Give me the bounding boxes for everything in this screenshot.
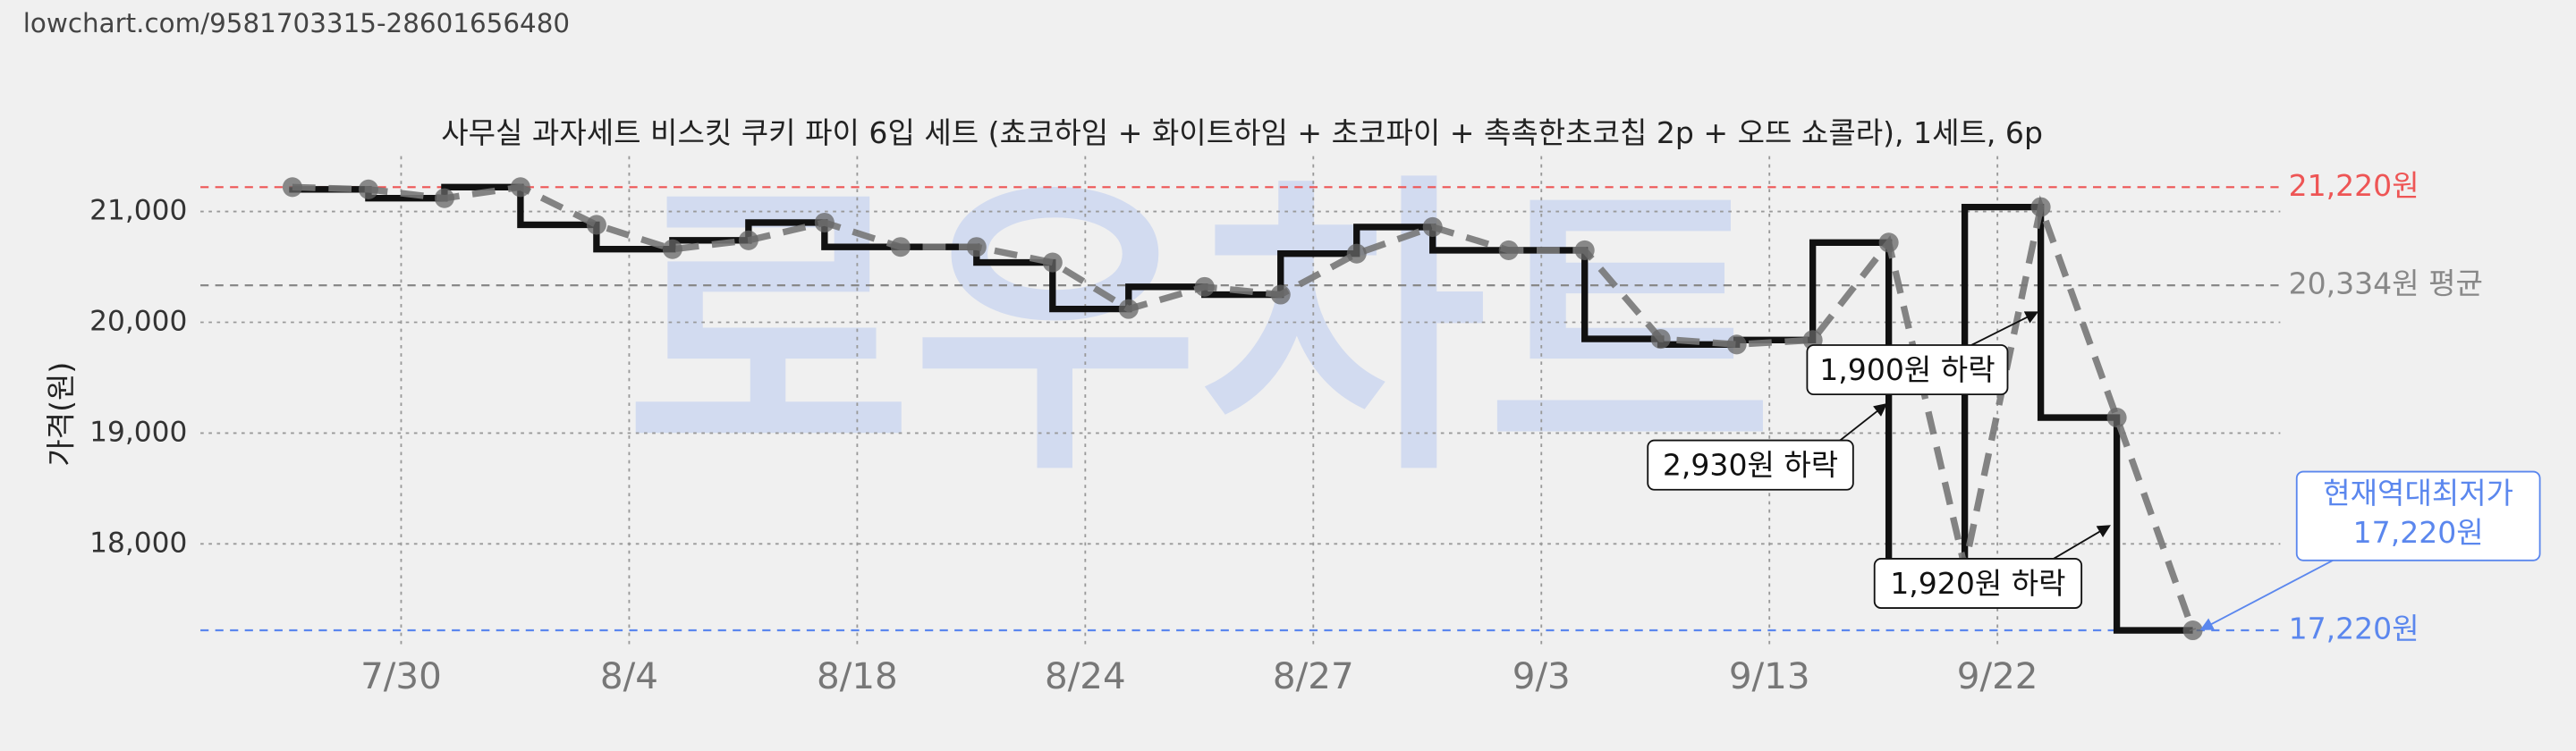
data-point	[2106, 408, 2127, 428]
annotation-text: 1,900원 하락	[1819, 352, 1995, 387]
data-point	[738, 230, 758, 250]
y-tick-label: 20,000	[89, 305, 187, 337]
y-axis-label: 가격(원)	[43, 362, 78, 467]
x-tick-label: 7/30	[360, 654, 442, 697]
annotation-arrow	[2199, 559, 2334, 630]
data-point	[966, 237, 987, 257]
annotation-box	[1806, 344, 2009, 396]
data-point	[1498, 240, 1519, 260]
x-tick-label: 8/27	[1273, 654, 1354, 697]
url: lowchart.com/9581703315-28601656480	[23, 8, 570, 38]
data-point	[1650, 329, 1671, 350]
reference-label: 21,220원	[2289, 168, 2419, 203]
data-point	[434, 188, 454, 208]
annotation-arrow	[2053, 525, 2111, 560]
annotation-arrow	[1970, 311, 2039, 346]
data-point	[1270, 284, 1291, 305]
y-tick-label: 21,000	[89, 195, 187, 227]
x-tick-label: 9/3	[1513, 654, 1571, 697]
data-point	[1042, 252, 1063, 273]
data-point	[1878, 232, 1899, 253]
annotation-text: 2,930원 하락	[1663, 448, 1838, 483]
annotation-box	[1873, 558, 2083, 610]
annotation-box	[2295, 470, 2541, 561]
dashed-line	[292, 183, 2197, 632]
reference-label: 17,220원	[2289, 612, 2419, 646]
x-tick-label: 8/4	[600, 654, 658, 697]
data-point	[282, 177, 302, 198]
data-point	[1194, 276, 1215, 297]
data-point	[358, 179, 378, 199]
data-point	[1346, 243, 1367, 264]
data-point	[2182, 620, 2203, 641]
x-tick-label: 8/24	[1045, 654, 1126, 697]
data-point	[890, 237, 911, 257]
data-point	[2030, 197, 2051, 217]
data-point	[1118, 299, 1139, 319]
annotation-box	[1647, 439, 1854, 491]
annotation-text: 현재역대최저가	[2323, 476, 2513, 511]
chart-title: 사무실 과자세트 비스킷 쿠키 파이 6입 세트 (쵸코하임 + 화이트하임 +…	[441, 115, 2043, 150]
reference-label: 20,334원 평균	[2289, 266, 2483, 301]
data-point	[1574, 240, 1595, 260]
x-tick-label: 9/13	[1729, 654, 1810, 697]
y-tick-label: 19,000	[89, 416, 187, 448]
x-tick-label: 8/18	[817, 654, 898, 697]
annotation-text: 1,920원 하락	[1890, 566, 2065, 601]
annotation-arrow	[1839, 403, 1888, 442]
x-tick-label: 9/22	[1957, 654, 2038, 697]
data-point	[510, 177, 530, 198]
data-point	[586, 215, 606, 235]
data-point	[662, 239, 682, 259]
data-point	[814, 212, 835, 233]
data-point	[1726, 334, 1747, 355]
y-tick-label: 18,000	[89, 527, 187, 559]
watermark: 로우차트	[625, 150, 1774, 513]
annotation-text: 17,220원	[2353, 515, 2484, 550]
data-point	[1422, 216, 1443, 237]
